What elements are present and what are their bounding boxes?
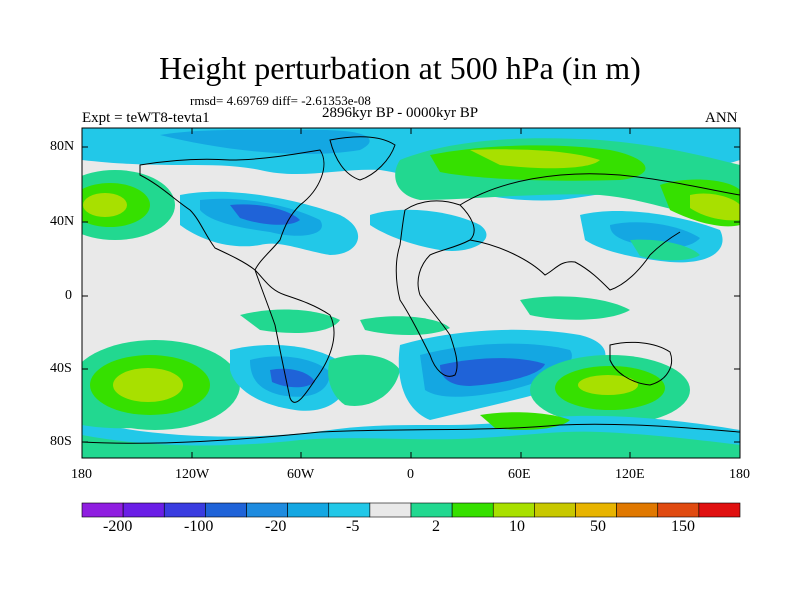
contour-field <box>82 128 740 458</box>
colorbar <box>81 502 741 518</box>
lon-label: 180 <box>729 467 750 482</box>
experiment-label: Expt = teWT8-tevta1 <box>82 110 210 126</box>
season-label: ANN <box>705 110 738 126</box>
lon-label: 180 <box>71 467 92 482</box>
lat-label: 40S <box>50 361 72 376</box>
plot-title: Height perturbation at 500 hPa (in m) <box>159 50 641 86</box>
colorbar-swatch <box>122 502 165 518</box>
colorbar-swatch <box>657 502 700 518</box>
colorbar-swatch <box>575 502 617 518</box>
arctic-negative-core <box>160 129 370 155</box>
colorbar-swatch <box>81 502 124 518</box>
coastlines <box>81 136 741 444</box>
lon-label: 0 <box>407 467 414 482</box>
colorbar-label: 150 <box>671 518 695 535</box>
colorbar-label: 50 <box>590 518 606 535</box>
axis-ticks <box>81 128 741 458</box>
period-label: 2896kyr BP - 0000kyr BP <box>322 105 479 121</box>
colorbar-label: -20 <box>265 518 287 535</box>
colorbar-swatch <box>246 502 288 518</box>
stats-line: rmsd= 4.69769 diff= -2.61353e-08 <box>190 93 371 108</box>
colorbar-swatch <box>698 502 741 518</box>
colorbar-label: -200 <box>103 518 133 535</box>
colorbar-swatch <box>616 502 659 518</box>
lat-label: 80S <box>50 434 72 449</box>
lon-label: 60W <box>287 467 315 482</box>
colorbar-swatch <box>369 502 412 518</box>
colorbar-label: -100 <box>184 518 214 535</box>
lon-label: 120E <box>615 467 645 482</box>
colorbar-swatch <box>534 502 576 518</box>
lat-label: 0 <box>65 288 72 303</box>
colorbar-swatch <box>451 502 494 518</box>
colorbar-swatch <box>492 502 535 518</box>
lat-label: 40N <box>50 214 75 229</box>
lat-label: 80N <box>50 139 75 154</box>
colorbar-swatch <box>328 502 371 518</box>
colorbar-swatch <box>410 502 453 518</box>
lon-label: 60E <box>508 467 531 482</box>
colorbar-label: 2 <box>432 518 440 535</box>
colorbar-swatch <box>287 502 330 518</box>
colorbar-swatch <box>205 502 247 518</box>
colorbar-label: 10 <box>509 518 525 535</box>
lon-label: 120W <box>175 467 210 482</box>
colorbar-swatch <box>163 502 206 518</box>
colorbar-label: -5 <box>346 518 360 535</box>
